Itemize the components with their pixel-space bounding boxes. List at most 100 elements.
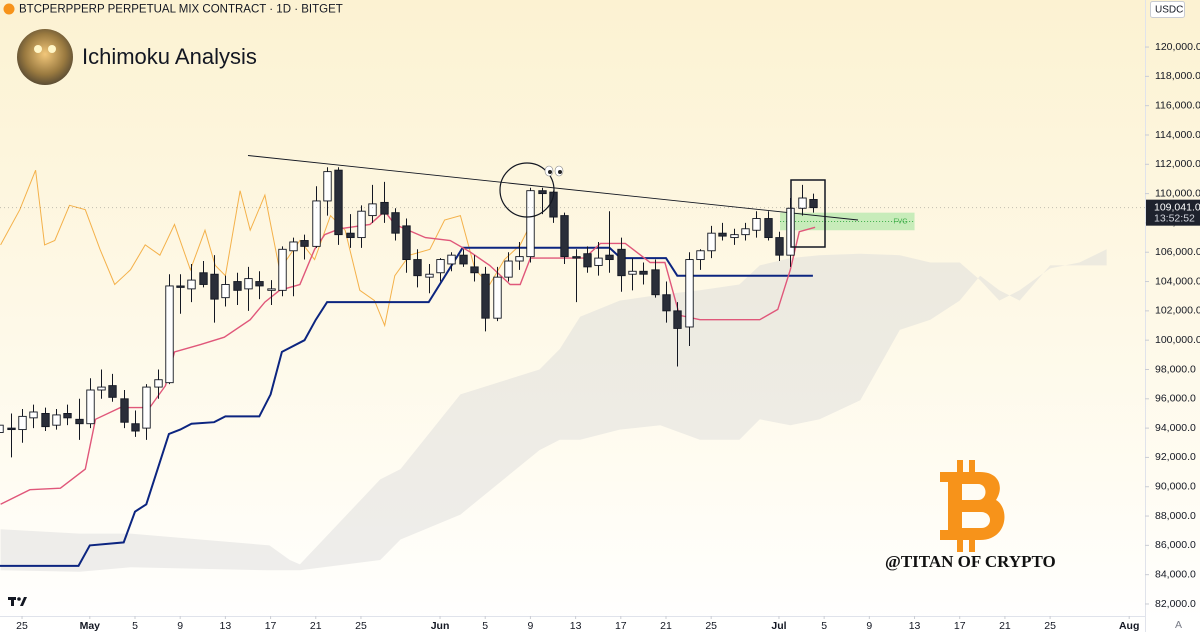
y-tick-label: 86,000.0	[1155, 539, 1196, 551]
candle-body	[210, 273, 219, 300]
candle-body	[504, 260, 513, 278]
candle-body	[357, 210, 366, 239]
candle-body	[154, 379, 163, 388]
x-tick-label: Jun	[431, 620, 450, 632]
candle-body	[63, 413, 72, 419]
y-tick-label: 90,000.0	[1155, 481, 1196, 493]
x-tick-label: 5	[132, 620, 138, 632]
candle-body	[29, 411, 38, 419]
y-tick-label: 88,000.0	[1155, 510, 1196, 522]
candle-body	[718, 232, 727, 237]
x-tick-label: Jul	[771, 620, 786, 632]
candle-body	[798, 197, 807, 209]
x-tick-label: 9	[177, 620, 183, 632]
y-tick-label: 112,000.0	[1155, 158, 1200, 170]
last-price-label: 109,041.0	[1154, 201, 1200, 213]
x-tick-label: 21	[999, 620, 1011, 632]
y-tick-label: 100,000.0	[1155, 334, 1200, 346]
x-tick-label: 9	[866, 620, 872, 632]
candle-body	[707, 232, 716, 252]
auto-scale-button[interactable]: A	[1175, 619, 1182, 631]
candle-body	[221, 284, 230, 299]
candle-body	[18, 415, 27, 431]
candle-body	[52, 414, 61, 426]
symbol-title: BTCPERPPERP PERPETUAL MIX CONTRACT · 1D …	[19, 4, 343, 16]
y-tick-label: 96,000.0	[1155, 393, 1196, 405]
x-tick-label: 13	[220, 620, 232, 632]
candle-body	[244, 278, 253, 290]
candle-body	[696, 250, 705, 261]
analysis-title: Ichimoku Analysis	[82, 44, 257, 69]
x-tick-label: 13	[909, 620, 921, 632]
candle-body	[41, 413, 50, 428]
x-tick-label: 5	[482, 620, 488, 632]
candle-body	[108, 385, 117, 398]
candle-body	[685, 259, 694, 328]
candle-body	[639, 270, 648, 275]
x-tick-label: 25	[355, 620, 367, 632]
candle-body	[176, 285, 185, 288]
x-tick-label: 17	[265, 620, 277, 632]
candle-body	[255, 281, 264, 287]
y-tick-label: 94,000.0	[1155, 422, 1196, 434]
x-tick-label: 21	[310, 620, 322, 632]
currency-button[interactable]	[1150, 1, 1185, 18]
x-tick-label: 17	[615, 620, 627, 632]
candle-body	[289, 241, 298, 252]
x-tick-label: 25	[16, 620, 28, 632]
y-tick-label: 120,000.0	[1155, 41, 1200, 53]
x-tick-label: 25	[1044, 620, 1056, 632]
candle-body	[662, 294, 671, 312]
candle-body	[538, 190, 547, 195]
candle-body	[413, 259, 422, 277]
y-tick-label: 110,000.0	[1155, 187, 1200, 199]
highlight-circle	[499, 162, 555, 218]
candle-body	[628, 270, 637, 275]
x-tick-label: 5	[821, 620, 827, 632]
candle-body	[775, 237, 784, 256]
candle-body	[402, 225, 411, 261]
candle-body	[165, 285, 174, 384]
candle-body	[752, 218, 761, 231]
candle-body	[334, 169, 343, 236]
indicator-line	[0, 170, 536, 328]
candle-body	[233, 281, 242, 291]
candle-body	[97, 386, 106, 391]
candle-body	[436, 259, 445, 274]
countdown-label: 13:52:52	[1154, 212, 1195, 224]
candle-body	[0, 424, 4, 433]
y-tick-label: 98,000.0	[1155, 363, 1196, 375]
candle-body	[764, 218, 773, 239]
candle-body	[572, 256, 581, 259]
highlight-box	[790, 179, 826, 248]
bitcoin-logo	[940, 460, 1005, 552]
y-tick-label: 114,000.0	[1155, 129, 1200, 141]
candle-body	[86, 389, 95, 425]
candle-body	[447, 254, 456, 265]
candle-body	[459, 254, 468, 265]
y-tick-label: 82,000.0	[1155, 598, 1196, 610]
y-tick-label: 116,000.0	[1155, 99, 1200, 111]
candle-body	[131, 423, 140, 432]
y-tick-label: 106,000.0	[1155, 246, 1200, 258]
candle-body	[380, 201, 389, 215]
candle-body	[267, 288, 276, 291]
fvg-zone	[780, 212, 915, 231]
candle-body	[515, 256, 524, 262]
candle-body	[425, 273, 434, 278]
plot-area: FVG	[0, 155, 1145, 572]
candle-body	[75, 418, 84, 425]
candle-body	[368, 203, 377, 217]
y-tick-label: 102,000.0	[1155, 305, 1200, 317]
eyes-emoji	[544, 165, 564, 177]
x-tick-label: Aug	[1119, 620, 1139, 632]
symbol-icon	[3, 3, 15, 15]
last-price-box	[1146, 199, 1200, 226]
candle-body	[470, 266, 479, 274]
avatar	[17, 29, 73, 85]
candle-body	[673, 310, 682, 329]
candle-body	[583, 253, 592, 268]
tradingview-logo	[8, 597, 27, 606]
candle-body	[493, 276, 502, 319]
